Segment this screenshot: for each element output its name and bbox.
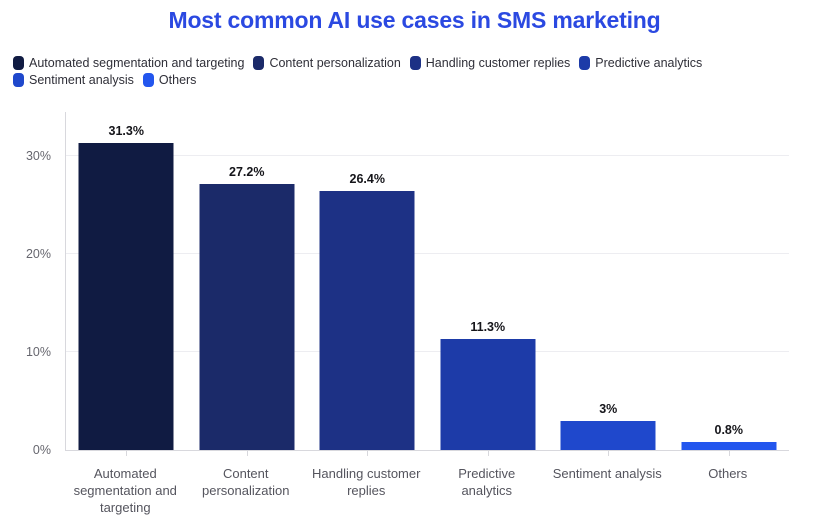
x-axis-label-automated-segmentation-and-targeting: Automated segmentation and targeting — [73, 466, 177, 515]
x-tick-handling-customer-replies — [367, 450, 369, 456]
legend-swatch-icon — [142, 73, 154, 87]
y-axis-labels: 0% 10% 20% 30% — [0, 112, 58, 457]
legend-label: Sentiment analysis — [29, 73, 134, 87]
bar-automated-segmentation-and-targeting[interactable] — [78, 143, 174, 450]
x-axis-labels: Automated segmentation and targeting Cont… — [65, 460, 788, 517]
gridline-30% — [66, 155, 789, 157]
bar-content-personalization[interactable] — [199, 183, 295, 450]
bar-slot-handling-customer-replies: 26.4% — [307, 112, 428, 456]
value-label-others: 0.8% — [714, 423, 744, 438]
x-axis-label-predictive-analytics: Predictive analytics — [458, 466, 516, 498]
value-label-content-personalization: 27.2% — [229, 164, 265, 179]
bar-slot-others: 0.8% — [669, 112, 790, 456]
legend-label: Handling customer replies — [425, 56, 571, 70]
x-tick-automated-segmentation-and-targeting — [126, 450, 128, 456]
legend-label: Automated segmentation and targeting — [29, 56, 245, 70]
x-tick-content-personalization — [246, 450, 248, 456]
value-label-predictive-analytics: 11.3% — [470, 320, 506, 335]
x-axis-label-sentiment-analysis: Sentiment analysis — [552, 466, 662, 481]
value-label-automated-segmentation-and-targeting: 31.3% — [108, 124, 144, 139]
legend-label: Predictive analytics — [595, 56, 703, 70]
bar-slot-content-personalization: 27.2% — [187, 112, 308, 456]
bar-slot-sentiment-analysis: 3% — [548, 112, 669, 456]
legend-label: Others — [158, 73, 197, 87]
bar-others[interactable] — [681, 442, 777, 450]
legend-item-automated-segmentation-and-targeting[interactable]: Automated segmentation and targeting — [13, 56, 244, 70]
bar-slot-automated-segmentation-and-targeting: 31.3% — [66, 112, 187, 456]
x-tick-predictive-analytics — [487, 450, 489, 456]
value-label-sentiment-analysis: 3% — [599, 401, 618, 416]
y-tick-label-0%: 0% — [32, 443, 51, 457]
bar-slot-predictive-analytics: 11.3% — [428, 112, 549, 456]
bar-sentiment-analysis[interactable] — [560, 420, 656, 450]
legend-item-content-personalization[interactable]: Content personalization — [253, 56, 401, 70]
legend-swatch-icon — [13, 56, 24, 70]
legend-item-handling-customer-replies[interactable]: Handling customer replies — [409, 56, 571, 70]
x-tick-others — [728, 450, 730, 456]
y-tick-label-30%: 30% — [25, 149, 51, 164]
legend-swatch-icon — [253, 56, 265, 70]
bar-chart: 0% 10% 20% 30% 31.3% 27.2% 26.4% 11.3% 3% 0.8% A… — [0, 108, 829, 515]
bar-handling-customer-replies[interactable] — [319, 191, 415, 450]
legend-label: Content personalization — [269, 56, 401, 70]
legend-swatch-icon — [579, 56, 591, 70]
x-axis-label-others: Others — [708, 466, 748, 481]
gridline-20% — [66, 253, 789, 255]
value-label-handling-customer-replies: 26.4% — [349, 172, 385, 187]
legend: Automated segmentation and targeting Cont… — [13, 56, 815, 87]
gridline-10% — [66, 351, 789, 353]
x-axis-label-content-personalization: Content personalization — [202, 466, 290, 498]
legend-item-others[interactable]: Others — [142, 73, 197, 87]
y-tick-label-10%: 10% — [25, 345, 51, 360]
x-axis-label-handling-customer-replies: Handling customer replies — [312, 466, 421, 498]
x-tick-sentiment-analysis — [608, 450, 610, 456]
y-tick-label-20%: 20% — [25, 247, 51, 262]
legend-swatch-icon — [409, 56, 421, 70]
plot-area: 31.3% 27.2% 26.4% 11.3% 3% 0.8% — [65, 112, 790, 456]
legend-item-sentiment-analysis[interactable]: Sentiment analysis — [13, 73, 134, 87]
legend-swatch-icon — [13, 73, 24, 87]
legend-item-predictive-analytics[interactable]: Predictive analytics — [579, 56, 702, 70]
bar-predictive-analytics[interactable] — [440, 339, 536, 450]
chart-title: Most common AI use cases in SMS marketin… — [168, 7, 661, 33]
